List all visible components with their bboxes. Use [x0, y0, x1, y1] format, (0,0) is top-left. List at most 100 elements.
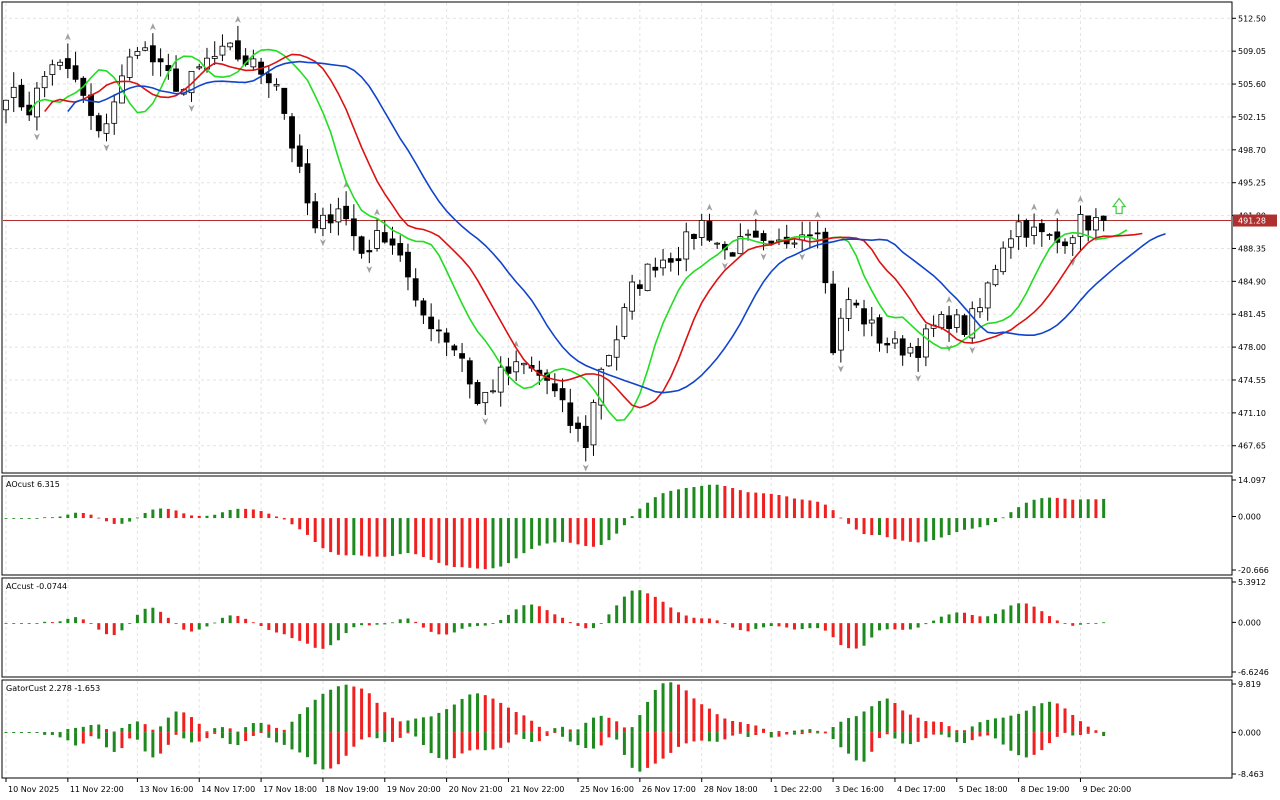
candle-body [737, 236, 744, 255]
histogram-bar [661, 683, 665, 733]
histogram-bar [561, 617, 565, 624]
histogram-bar [615, 732, 619, 740]
histogram-bar [166, 617, 170, 624]
histogram-bar [692, 698, 696, 733]
fractal-up-icon [946, 296, 953, 304]
histogram-bar [336, 686, 340, 733]
histogram-bar [893, 623, 897, 630]
histogram-bar [661, 732, 665, 759]
fractal-up-icon [234, 15, 241, 23]
histogram-bar [159, 726, 163, 733]
time-label: 21 Nov 22:00 [510, 785, 564, 794]
histogram-bar [1094, 732, 1098, 733]
histogram-bar [421, 732, 425, 745]
histogram-bar [321, 518, 325, 549]
ao-tick-label: -20.666 [1238, 566, 1269, 575]
histogram-bar [537, 606, 541, 624]
histogram-bar [1078, 499, 1082, 519]
histogram-bar [391, 518, 394, 556]
histogram-bar [375, 702, 379, 733]
histogram-bar [823, 731, 827, 733]
histogram-bar [143, 608, 147, 624]
candle-body [234, 40, 241, 60]
histogram-bar [700, 618, 704, 624]
candle-body [907, 346, 914, 354]
histogram-bar [731, 623, 735, 628]
histogram-bar [74, 617, 78, 624]
histogram-bar [460, 732, 464, 754]
ac-panel-title: ACcust -0.0744 [6, 582, 68, 591]
histogram-bar [932, 518, 936, 541]
histogram-bar [1063, 498, 1067, 519]
histogram-bar [584, 518, 588, 546]
histogram-bar [707, 708, 711, 733]
histogram-bar [135, 721, 139, 733]
candle-body [428, 316, 435, 330]
histogram-bar [599, 518, 603, 545]
histogram-bar [135, 732, 139, 740]
histogram-bar [862, 711, 866, 733]
candle-body [582, 425, 589, 449]
histogram-bar [452, 732, 456, 759]
candle-body [961, 315, 968, 335]
histogram-bar [1094, 499, 1098, 519]
fractal-up-icon [1031, 203, 1038, 211]
histogram-bar [653, 732, 657, 764]
histogram-bar [591, 518, 595, 547]
candle-body [312, 201, 319, 229]
histogram-bar [576, 732, 580, 746]
histogram-bar [421, 518, 425, 558]
histogram-bar [267, 732, 271, 738]
histogram-bar [244, 732, 248, 742]
histogram-bar [1001, 517, 1005, 519]
histogram-bar [607, 518, 611, 541]
histogram-bar [437, 712, 441, 733]
histogram-bar [74, 727, 78, 733]
histogram-bar [978, 722, 982, 733]
histogram-bar [468, 732, 472, 751]
price-tick-label: 474.55 [1238, 376, 1266, 385]
candle-body [822, 231, 829, 284]
histogram-bar [220, 512, 224, 519]
histogram-bar [877, 623, 881, 631]
histogram-bar [174, 510, 178, 519]
candle-body [420, 300, 427, 316]
histogram-bar [97, 724, 101, 733]
candle-body [443, 332, 450, 343]
histogram-bar [367, 518, 371, 557]
candle-body [675, 258, 682, 262]
histogram-bar [646, 593, 650, 624]
histogram-bar [638, 508, 642, 519]
histogram-bar [344, 623, 348, 634]
histogram-bar [27, 623, 31, 624]
histogram-bar [1078, 732, 1082, 735]
candle-body [412, 278, 419, 301]
time-label: 14 Nov 17:00 [201, 785, 255, 794]
histogram-bar [460, 518, 464, 568]
candle-body [435, 329, 442, 332]
histogram-bar [707, 618, 711, 624]
histogram-bar [414, 732, 418, 737]
histogram-bar [313, 699, 317, 733]
fractal-up-icon [149, 23, 156, 31]
candle-body [606, 355, 612, 367]
histogram-bar [1071, 732, 1075, 736]
histogram-bar [986, 616, 990, 624]
histogram-bar [862, 732, 866, 762]
histogram-bar [197, 732, 201, 742]
histogram-bar [901, 518, 905, 541]
histogram-bar [870, 706, 874, 733]
histogram-bar [112, 623, 116, 636]
histogram-bar [1024, 502, 1028, 519]
histogram-bar [259, 511, 263, 519]
fractal-down-icon [969, 346, 976, 354]
histogram-bar [545, 518, 549, 544]
histogram-bar [576, 518, 580, 545]
histogram-bar [1094, 623, 1098, 624]
time-label: 26 Nov 17:00 [642, 785, 696, 794]
histogram-bar [908, 714, 912, 733]
candle-body [1008, 238, 1014, 248]
histogram-bar [715, 620, 719, 624]
histogram-bar [684, 615, 688, 624]
